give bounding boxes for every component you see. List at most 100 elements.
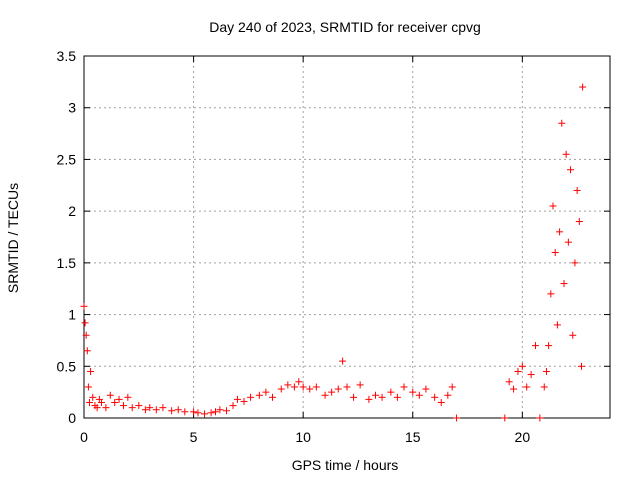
data-point bbox=[255, 391, 263, 399]
data-point bbox=[350, 393, 358, 401]
y-tick-label: 0 bbox=[68, 410, 76, 426]
data-point bbox=[106, 391, 114, 399]
data-point bbox=[514, 367, 522, 375]
data-point bbox=[431, 393, 439, 401]
data-point bbox=[334, 385, 342, 393]
y-tick-label: 0.5 bbox=[57, 358, 77, 374]
data-point bbox=[159, 404, 167, 412]
y-tick-label: 3 bbox=[68, 100, 76, 116]
y-tick-label: 3.5 bbox=[57, 48, 77, 64]
data-point bbox=[111, 398, 119, 406]
data-point bbox=[124, 393, 132, 401]
data-point bbox=[551, 249, 559, 257]
data-point bbox=[540, 383, 548, 391]
data-point bbox=[400, 383, 408, 391]
data-point bbox=[536, 414, 544, 422]
data-point bbox=[365, 395, 373, 403]
data-point bbox=[387, 388, 395, 396]
data-point bbox=[119, 402, 127, 410]
data-point bbox=[371, 391, 379, 399]
data-point bbox=[549, 202, 557, 210]
data-point bbox=[328, 388, 336, 396]
data-point bbox=[518, 362, 526, 370]
data-point bbox=[247, 393, 255, 401]
data-point bbox=[575, 217, 583, 225]
data-point bbox=[207, 409, 215, 417]
data-point bbox=[240, 397, 248, 405]
y-tick-label: 2 bbox=[68, 203, 76, 219]
data-point bbox=[85, 398, 93, 406]
data-point bbox=[89, 393, 97, 401]
data-point bbox=[542, 367, 550, 375]
data-point bbox=[181, 408, 189, 416]
x-tick-label: 0 bbox=[80, 429, 88, 445]
data-point bbox=[578, 362, 586, 370]
data-point bbox=[233, 395, 241, 403]
data-point bbox=[545, 342, 553, 350]
data-point bbox=[277, 385, 285, 393]
data-point bbox=[115, 395, 123, 403]
y-tick-label: 2.5 bbox=[57, 151, 77, 167]
data-point bbox=[562, 150, 570, 158]
data-point bbox=[299, 383, 307, 391]
x-tick-label: 20 bbox=[515, 429, 531, 445]
data-point bbox=[448, 383, 456, 391]
data-point bbox=[560, 280, 568, 288]
data-point bbox=[83, 347, 91, 355]
data-point bbox=[523, 383, 531, 391]
x-tick-label: 10 bbox=[295, 429, 311, 445]
data-point bbox=[81, 319, 89, 327]
grid-lines bbox=[84, 56, 610, 418]
data-point bbox=[216, 406, 224, 414]
data-point bbox=[312, 383, 320, 391]
data-point bbox=[284, 381, 292, 389]
y-tick-label: 1.5 bbox=[57, 255, 77, 271]
data-point bbox=[87, 367, 95, 375]
data-point bbox=[567, 166, 575, 174]
chart-title: Day 240 of 2023, SRMTID for receiver cpv… bbox=[209, 19, 481, 35]
data-point bbox=[168, 407, 176, 415]
data-point bbox=[527, 371, 535, 379]
data-marks bbox=[80, 83, 587, 422]
data-point bbox=[415, 391, 423, 399]
data-point bbox=[356, 381, 364, 389]
data-point bbox=[573, 186, 581, 194]
data-point bbox=[453, 414, 461, 422]
data-point bbox=[510, 385, 518, 393]
data-point bbox=[146, 404, 154, 412]
x-axis-label: GPS time / hours bbox=[292, 457, 399, 473]
y-axis-label: SRMTID / TECUs bbox=[5, 183, 21, 293]
data-point bbox=[306, 385, 314, 393]
data-point bbox=[437, 398, 445, 406]
data-point bbox=[82, 331, 90, 339]
data-point bbox=[505, 378, 513, 386]
data-point bbox=[93, 404, 101, 412]
data-point bbox=[98, 398, 106, 406]
data-point bbox=[321, 391, 329, 399]
data-point bbox=[531, 342, 539, 350]
data-point bbox=[556, 228, 564, 236]
data-point bbox=[290, 383, 298, 391]
data-point bbox=[128, 404, 136, 412]
x-tick-label: 5 bbox=[190, 429, 198, 445]
data-point bbox=[501, 414, 509, 422]
data-point bbox=[558, 119, 566, 127]
data-point bbox=[84, 383, 92, 391]
data-point bbox=[102, 404, 110, 412]
data-point bbox=[378, 393, 386, 401]
data-point bbox=[229, 402, 237, 410]
x-tick-label: 15 bbox=[405, 429, 421, 445]
data-point bbox=[80, 302, 88, 310]
data-point bbox=[201, 410, 209, 418]
data-point bbox=[547, 290, 555, 298]
data-point bbox=[212, 408, 219, 416]
data-point bbox=[190, 408, 198, 416]
data-point bbox=[569, 331, 577, 339]
y-tick-label: 1 bbox=[68, 307, 76, 323]
data-point bbox=[262, 388, 270, 396]
data-point bbox=[409, 388, 417, 396]
data-point bbox=[339, 357, 347, 365]
data-point bbox=[174, 406, 182, 414]
data-point bbox=[564, 238, 572, 246]
